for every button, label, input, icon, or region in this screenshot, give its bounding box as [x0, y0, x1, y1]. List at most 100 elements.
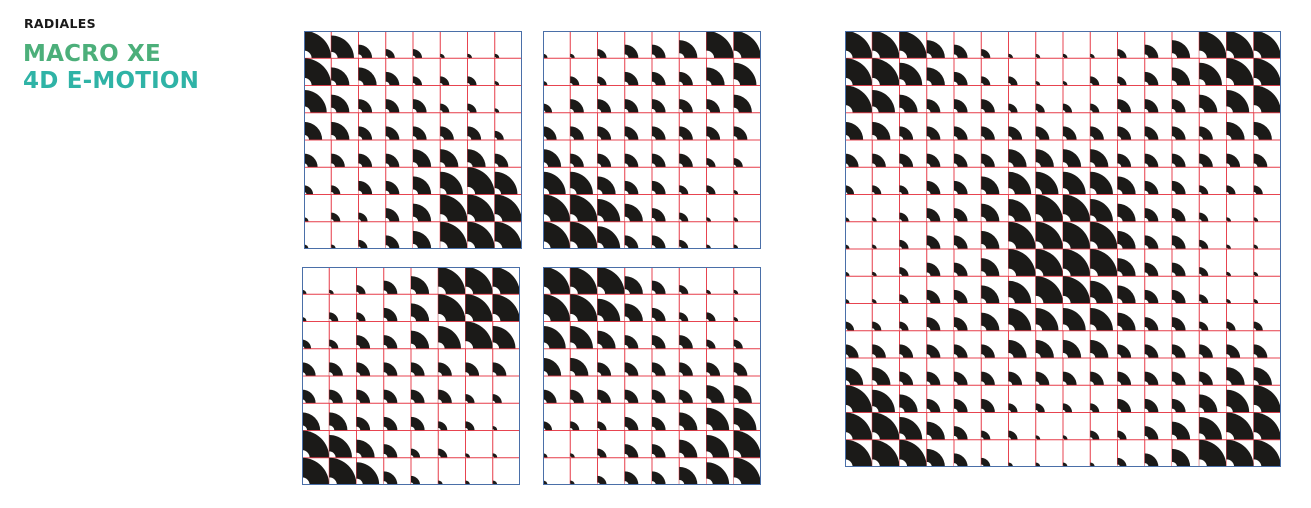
pattern-cell — [412, 57, 441, 86]
pattern-cell — [330, 194, 359, 223]
pattern-cell — [1144, 384, 1173, 413]
corner-notch — [926, 299, 931, 304]
quarter-circle-shape — [733, 62, 757, 86]
quarter-circle-shape — [1008, 280, 1032, 304]
pattern-cell — [845, 221, 873, 250]
pattern-cell — [356, 457, 385, 485]
pattern-cell — [1062, 112, 1091, 141]
pattern-cell — [980, 439, 1009, 467]
corner-notch — [383, 317, 388, 322]
pattern-cell — [412, 221, 441, 249]
corner-notch — [1144, 354, 1149, 358]
corner-notch — [981, 55, 984, 59]
pattern-cell — [1035, 248, 1064, 277]
quarter-circle-shape — [624, 303, 643, 322]
quarter-circle-shape — [492, 326, 516, 349]
pattern-cell — [953, 221, 982, 250]
corner-notch — [1144, 299, 1149, 304]
pattern-cell — [953, 384, 982, 413]
pattern-cell — [926, 221, 955, 250]
pattern-cell — [356, 267, 385, 295]
corner-notch — [1035, 136, 1040, 140]
pattern-cell — [1117, 194, 1146, 223]
corner-notch — [411, 316, 417, 322]
quarter-circle-shape — [1172, 344, 1186, 358]
corner-notch — [954, 435, 958, 440]
quarter-circle-shape — [1253, 217, 1259, 222]
corner-notch — [465, 341, 474, 349]
corner-notch — [440, 110, 443, 113]
quarter-circle-shape — [1172, 262, 1186, 277]
corner-notch — [1172, 461, 1178, 467]
pattern-cell — [1226, 384, 1255, 413]
quarter-circle-shape — [597, 199, 621, 222]
corner-notch — [679, 479, 685, 485]
pattern-cell — [1171, 166, 1200, 195]
pattern-cell — [899, 221, 928, 250]
quarter-circle-shape — [1144, 126, 1159, 140]
corner-notch — [411, 289, 417, 295]
pattern-cell — [1171, 275, 1200, 304]
quarter-circle-shape — [981, 49, 991, 59]
quarter-circle-shape — [440, 126, 454, 140]
quarter-circle-shape — [383, 280, 398, 295]
quarter-circle-shape — [597, 126, 612, 140]
pattern-cell — [494, 31, 522, 59]
quarter-circle-shape — [331, 244, 336, 249]
quarter-circle-shape — [845, 344, 859, 358]
quarter-circle-shape — [926, 262, 941, 277]
quarter-circle-shape — [872, 217, 877, 222]
corner-notch — [543, 188, 550, 195]
corner-notch — [899, 50, 908, 59]
quarter-circle-shape — [1063, 435, 1068, 440]
corner-notch — [413, 243, 419, 249]
corner-notch — [926, 217, 931, 222]
quarter-circle-shape — [438, 389, 452, 404]
quarter-circle-shape — [652, 307, 666, 322]
pattern-cell — [492, 457, 520, 485]
corner-notch — [597, 108, 602, 113]
pattern-cell — [492, 430, 520, 459]
corner-notch — [1117, 82, 1121, 86]
corner-notch — [624, 81, 629, 86]
pattern-cell — [356, 375, 385, 404]
corner-notch — [1172, 217, 1176, 222]
corner-notch — [954, 408, 958, 413]
pattern-cell — [953, 330, 982, 359]
quarter-circle-shape — [543, 53, 548, 59]
pattern-cell — [1117, 112, 1146, 141]
pattern-cell — [953, 31, 982, 59]
corner-notch — [331, 107, 337, 113]
pattern-cell — [302, 430, 330, 459]
pattern-cell — [953, 303, 982, 332]
pattern-cell — [1062, 384, 1091, 413]
corner-notch — [413, 136, 417, 140]
quarter-circle-shape — [492, 362, 507, 376]
quarter-circle-shape — [385, 235, 400, 249]
corner-notch — [1090, 324, 1097, 331]
quarter-circle-shape — [413, 149, 432, 168]
pattern-cell — [1089, 221, 1118, 250]
pattern-cell — [494, 139, 522, 168]
quarter-circle-shape — [356, 312, 366, 322]
corner-notch — [872, 50, 880, 59]
corner-notch — [872, 380, 878, 386]
corner-notch — [1090, 136, 1095, 140]
corner-notch — [706, 80, 712, 86]
pattern-cell — [706, 402, 735, 431]
pattern-cell — [706, 166, 735, 195]
pattern-cell — [467, 221, 496, 249]
pattern-cell — [356, 321, 385, 350]
quarter-circle-shape — [1090, 430, 1100, 440]
pattern-cell — [385, 57, 414, 86]
corner-notch — [494, 241, 503, 249]
pattern-cell — [492, 267, 520, 295]
quarter-circle-shape — [954, 289, 968, 304]
pattern-cell — [569, 57, 598, 86]
pattern-cell — [597, 57, 626, 86]
quarter-circle-shape — [1090, 126, 1104, 140]
corner-notch — [1144, 408, 1149, 413]
quarter-circle-shape — [1172, 289, 1186, 304]
quarter-circle-shape — [679, 312, 689, 322]
corner-notch — [899, 459, 908, 467]
